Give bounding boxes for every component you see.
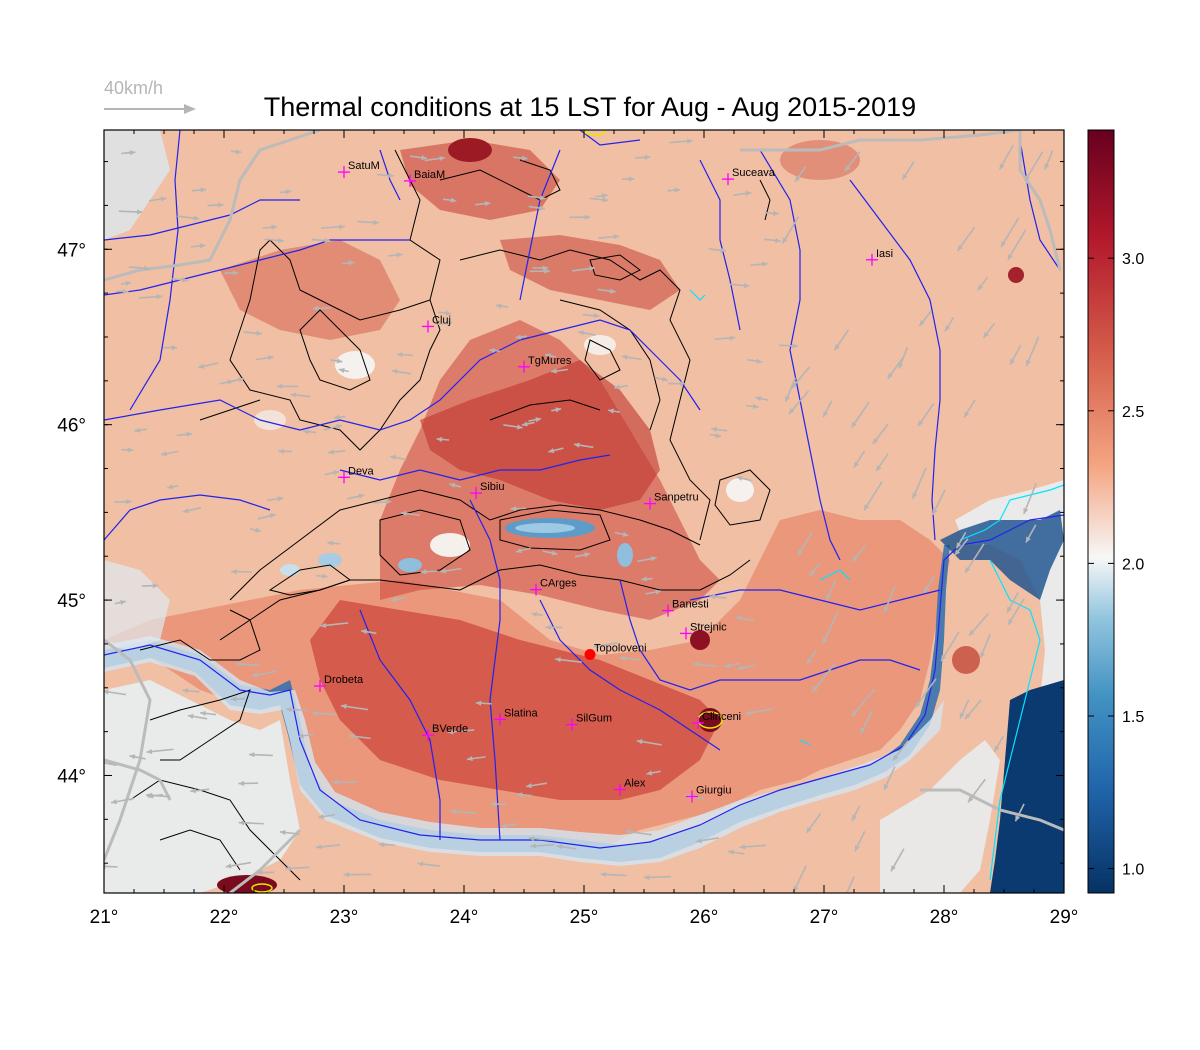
longitude-tick-label: 25° xyxy=(570,907,599,928)
colorbar-tick-label: 2.0 xyxy=(1122,556,1144,573)
wind-scale-label: 40km/h xyxy=(104,78,164,98)
city-baiam: BaiaM xyxy=(404,169,445,187)
colorbar-ticks: 1.0 1.5 2.0 2.5 3.0 xyxy=(1088,251,1144,879)
colorbar-tick-label: 1.5 xyxy=(1122,709,1144,726)
latitude-tick-label: 45° xyxy=(57,591,86,612)
city-deva: Deva xyxy=(338,465,375,484)
colorbar-tick-label: 3.0 xyxy=(1122,251,1144,268)
coastline xyxy=(689,289,1064,881)
latitude-tick-label: 47° xyxy=(57,240,86,261)
city-suceava: Suceava xyxy=(722,167,776,186)
country-borders xyxy=(104,130,1064,893)
rivers xyxy=(104,130,1064,849)
city-bverde: BVerde xyxy=(422,723,468,742)
city-label: Topoloveni xyxy=(594,642,647,654)
city-slatina: Slatina xyxy=(494,707,539,726)
colorbar-tick-label: 2.5 xyxy=(1122,404,1144,421)
city-label: Strejnic xyxy=(690,621,727,633)
city-banesti: Banesti xyxy=(662,599,709,617)
city-label: Slatina xyxy=(504,707,539,719)
longitude-labels: 21° 22° 23° 24° 25° 26° 27° 28° 29° xyxy=(90,907,1079,928)
city-markers: SatuM BaiaM Suceava Iasi Cluj TgMures Deva Sibi… xyxy=(314,160,893,803)
city-alex: Alex xyxy=(614,778,646,796)
city-label: Suceava xyxy=(732,167,776,179)
city-label: BaiaM xyxy=(414,169,445,181)
city-satum: SatuM xyxy=(338,160,380,179)
city-label: SatuM xyxy=(348,160,380,172)
longitude-tick-label: 26° xyxy=(690,907,719,928)
city-iasi: Iasi xyxy=(866,248,893,266)
city-topoloveni: Topoloveni xyxy=(584,642,647,660)
map-field: SatuM BaiaM Suceava Iasi Cluj TgMures Deva Sibi… xyxy=(104,130,1064,893)
city-clinceni: Clinceni xyxy=(692,711,741,729)
wind-vectors xyxy=(104,138,1054,893)
city-label: Giurgiu xyxy=(696,785,731,797)
city-label: Cluj xyxy=(432,314,451,326)
city-label: SilGum xyxy=(576,713,612,725)
city-label: CArges xyxy=(540,578,577,590)
city-cluj: Cluj xyxy=(422,314,451,333)
city-label: Deva xyxy=(348,465,375,477)
city-tgmures: TgMures xyxy=(518,355,572,373)
latitude-tick-label: 44° xyxy=(57,766,86,787)
longitude-tick-label: 28° xyxy=(930,907,959,928)
city-silgum: SilGum xyxy=(566,713,612,731)
latitude-labels: 44° 45° 46° 47° xyxy=(57,240,86,787)
longitude-tick-label: 23° xyxy=(330,907,359,928)
latitude-tick-label: 46° xyxy=(57,416,86,437)
longitude-tick-label: 22° xyxy=(210,907,239,928)
city-label: Clinceni xyxy=(702,711,741,723)
city-giurgiu: Giurgiu xyxy=(686,785,731,803)
city-label: Iasi xyxy=(876,248,893,260)
longitude-tick-label: 21° xyxy=(90,907,119,928)
city-label: BVerde xyxy=(432,723,468,735)
colorbar-tick-label: 1.0 xyxy=(1122,862,1144,879)
city-sanpetru: Sanpetru xyxy=(644,492,699,510)
city-carges: CArges xyxy=(530,578,577,596)
city-label: TgMures xyxy=(528,355,572,367)
longitude-tick-label: 29° xyxy=(1050,907,1079,928)
city-strejnic: Strejnic xyxy=(680,621,727,640)
colorbar xyxy=(1087,129,1115,894)
city-sibiu: Sibiu xyxy=(470,481,504,500)
city-label: Sanpetru xyxy=(654,492,699,504)
figure-title: Thermal conditions at 15 LST for Aug - A… xyxy=(263,92,917,122)
city-drobeta: Drobeta xyxy=(314,674,364,693)
city-label: Banesti xyxy=(672,599,709,611)
longitude-tick-label: 24° xyxy=(450,907,479,928)
longitude-tick-label: 27° xyxy=(810,907,839,928)
city-label: Alex xyxy=(624,778,646,790)
city-label: Drobeta xyxy=(324,674,364,686)
city-label: Sibiu xyxy=(480,481,504,493)
wind-scale-arrow xyxy=(104,104,196,114)
